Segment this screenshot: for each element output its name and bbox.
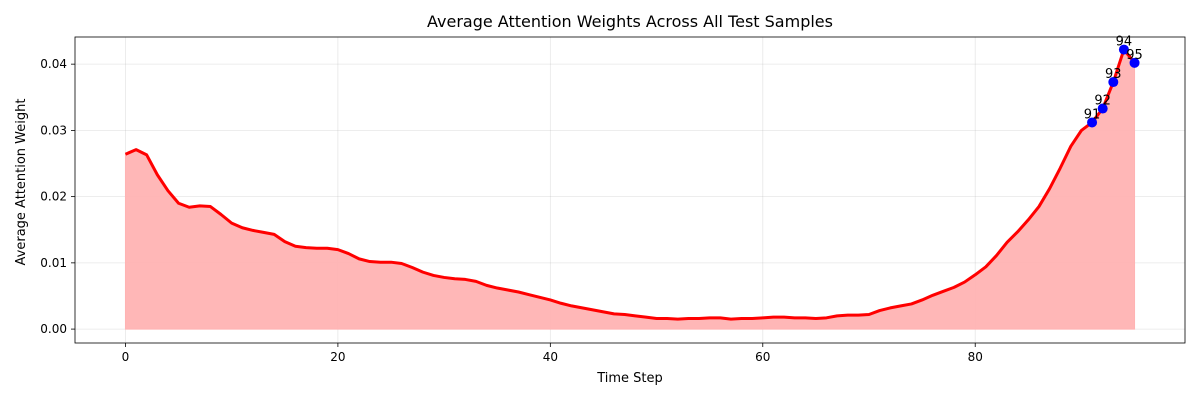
peak-annotation: 94 — [1116, 35, 1133, 50]
y-axis-ticks: 0.00 0.01 0.02 0.03 0.04 — [40, 57, 75, 336]
peak-marker — [1108, 77, 1119, 88]
peak-annotation: 95 — [1126, 48, 1143, 63]
y-tick-label: 0.04 — [40, 57, 67, 71]
x-tick-label: 80 — [968, 350, 983, 364]
y-tick-label: 0.00 — [40, 322, 67, 336]
chart-title: Average Attention Weights Across All Tes… — [427, 12, 833, 31]
peak-marker — [1118, 44, 1129, 55]
peak-marker — [1087, 117, 1098, 128]
x-axis-ticks: 0 20 40 60 80 — [122, 343, 983, 364]
x-tick-label: 0 — [122, 350, 130, 364]
y-axis-label: Average Attention Weight — [14, 99, 29, 266]
x-tick-label: 40 — [543, 350, 558, 364]
x-axis-label: Time Step — [596, 371, 663, 386]
x-tick-label: 20 — [330, 350, 345, 364]
peak-annotation: 92 — [1094, 94, 1111, 109]
line-layer — [124, 48, 1136, 321]
x-tick-label: 60 — [755, 350, 770, 364]
y-tick-label: 0.03 — [40, 123, 67, 137]
peak-marker — [1129, 57, 1140, 68]
peak-annotation: 93 — [1105, 67, 1122, 82]
plot-frame — [74, 36, 1186, 344]
attention-line — [124, 48, 1136, 321]
y-tick-label: 0.02 — [40, 190, 67, 204]
peak-annotation: 91 — [1084, 107, 1101, 122]
peak-marker — [1097, 103, 1108, 114]
y-tick-label: 0.01 — [40, 256, 67, 270]
